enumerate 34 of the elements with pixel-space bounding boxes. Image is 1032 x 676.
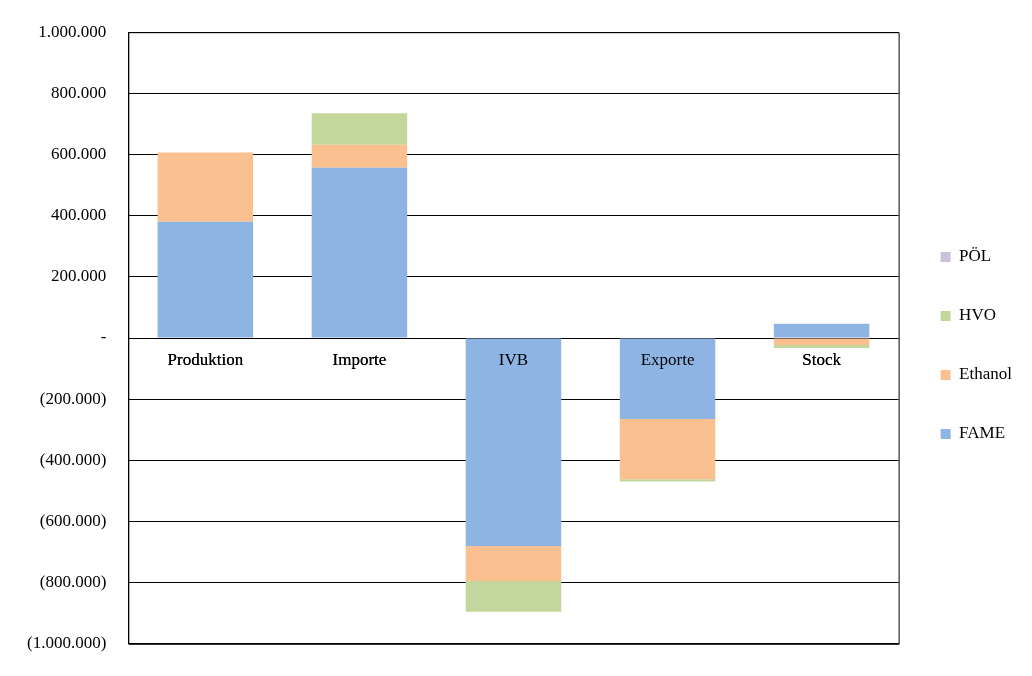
- legend-label: HVO: [959, 305, 996, 325]
- bar: [773, 338, 870, 346]
- bar: [619, 479, 716, 482]
- y-tick-label: 200.000: [51, 266, 107, 286]
- y-tick-label: (1.000.000): [26, 633, 107, 653]
- bar: [311, 144, 408, 168]
- x-tick-label: Produktion: [167, 349, 244, 369]
- y-tick-label: (800.000): [39, 572, 107, 592]
- bar: [157, 152, 254, 222]
- bar: [157, 221, 254, 338]
- y-tick-label: (600.000): [39, 510, 107, 530]
- bar: [773, 323, 870, 338]
- x-tick-label: Exporte: [640, 349, 695, 369]
- bar: [619, 338, 716, 420]
- legend-label: PÖL: [959, 246, 992, 266]
- bar: [619, 419, 716, 480]
- y-tick-label: (200.000): [39, 388, 107, 408]
- y-tick-label: 800.000: [51, 82, 107, 102]
- y-tick-label: 1.000.000: [38, 21, 107, 41]
- bar: [311, 167, 408, 338]
- bar: [465, 545, 562, 582]
- bar: [773, 345, 870, 349]
- x-tick-label: Importe: [332, 349, 387, 369]
- bar: [311, 113, 408, 145]
- legend-label: Ethanol: [959, 364, 1013, 384]
- bar: [465, 581, 562, 612]
- y-tick-label: (400.000): [39, 449, 107, 469]
- x-tick-label: IVB: [498, 349, 529, 369]
- legend-label: FAME: [959, 423, 1006, 443]
- y-tick-label: -: [100, 327, 107, 347]
- bar: [465, 338, 562, 546]
- x-tick-label: Stock: [802, 349, 842, 369]
- y-tick-label: 400.000: [51, 205, 107, 225]
- y-tick-label: 600.000: [51, 143, 107, 163]
